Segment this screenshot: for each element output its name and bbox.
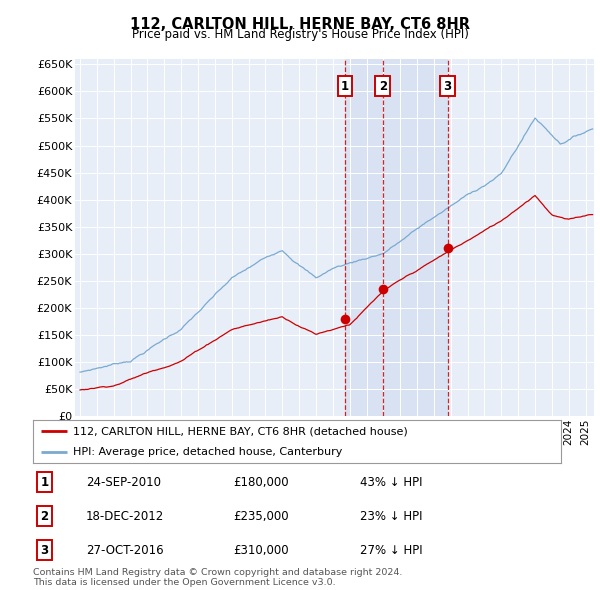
- Text: 24-SEP-2010: 24-SEP-2010: [86, 476, 161, 489]
- Text: Contains HM Land Registry data © Crown copyright and database right 2024.
This d: Contains HM Land Registry data © Crown c…: [33, 568, 403, 587]
- Text: £180,000: £180,000: [233, 476, 289, 489]
- Text: 2: 2: [379, 80, 387, 93]
- Text: Price paid vs. HM Land Registry's House Price Index (HPI): Price paid vs. HM Land Registry's House …: [131, 28, 469, 41]
- Text: £235,000: £235,000: [233, 510, 289, 523]
- Text: 18-DEC-2012: 18-DEC-2012: [86, 510, 164, 523]
- Text: £310,000: £310,000: [233, 544, 289, 557]
- Text: 112, CARLTON HILL, HERNE BAY, CT6 8HR (detached house): 112, CARLTON HILL, HERNE BAY, CT6 8HR (d…: [73, 427, 407, 436]
- Text: 1: 1: [341, 80, 349, 93]
- Text: 2: 2: [41, 510, 49, 523]
- Text: 27-OCT-2016: 27-OCT-2016: [86, 544, 163, 557]
- Text: 3: 3: [443, 80, 452, 93]
- Bar: [345, 59, 448, 416]
- Text: 1: 1: [41, 476, 49, 489]
- Text: 23% ↓ HPI: 23% ↓ HPI: [361, 510, 423, 523]
- Text: 112, CARLTON HILL, HERNE BAY, CT6 8HR: 112, CARLTON HILL, HERNE BAY, CT6 8HR: [130, 17, 470, 31]
- Text: 3: 3: [41, 544, 49, 557]
- Text: 43% ↓ HPI: 43% ↓ HPI: [361, 476, 423, 489]
- Text: HPI: Average price, detached house, Canterbury: HPI: Average price, detached house, Cant…: [73, 447, 342, 457]
- Text: 27% ↓ HPI: 27% ↓ HPI: [361, 544, 423, 557]
